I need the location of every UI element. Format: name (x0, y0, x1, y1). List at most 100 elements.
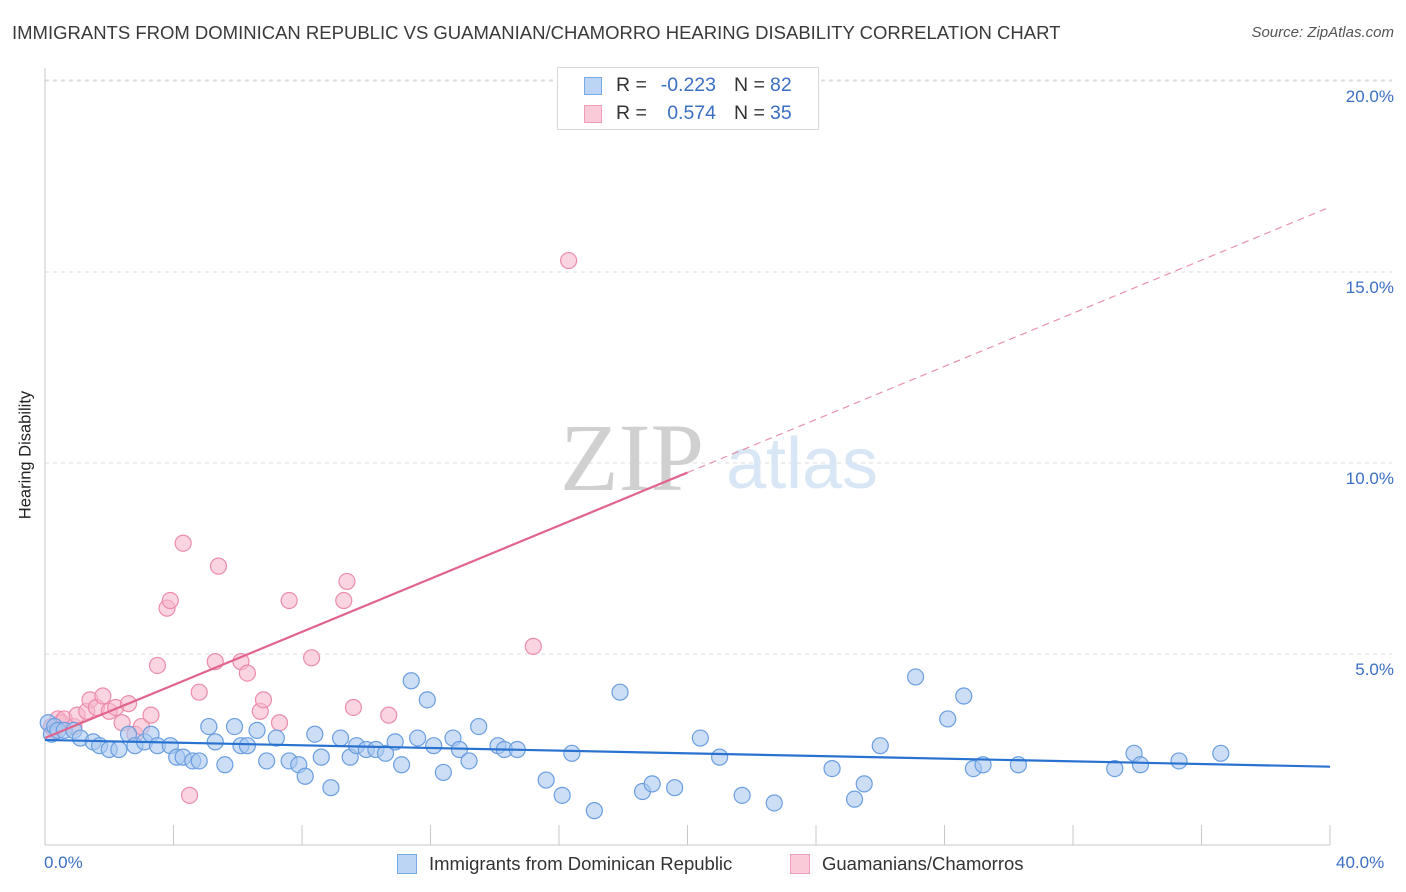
point-dominican (267, 729, 285, 747)
point-dominican (248, 721, 266, 740)
point-guamanian (180, 786, 199, 804)
point-dominican (845, 790, 864, 808)
point-dominican (331, 729, 350, 747)
x-tick-label-min: 0.0% (44, 853, 83, 872)
point-dominican (312, 748, 330, 766)
point-guamanian (238, 664, 256, 682)
point-dominican (258, 752, 276, 770)
legend-label: Guamanians/Chamorros (822, 853, 1024, 874)
point-dominican (216, 756, 234, 774)
y-tick-label-20: 20.0% (1345, 87, 1394, 106)
point-guamanian (209, 557, 228, 575)
point-dominican (206, 733, 224, 751)
point-guamanian (524, 637, 542, 655)
point-dominican (460, 752, 478, 770)
legend-r-value: 0.574 (667, 102, 716, 124)
point-dominican (238, 737, 256, 755)
legend-n-label: N = (734, 102, 765, 124)
legend-swatch-blue (584, 77, 602, 95)
legend-swatch-pink (584, 105, 602, 123)
gridlines (45, 79, 1392, 655)
point-dominican (470, 717, 488, 736)
point-guamanian (142, 706, 160, 724)
point-dominican (409, 729, 427, 747)
legend-n-value: 82 (770, 74, 792, 96)
point-dominican (386, 733, 404, 751)
watermark-zip: ZIP (560, 404, 704, 511)
point-dominican (322, 779, 340, 797)
point-dominican (392, 756, 411, 774)
point-dominican (974, 756, 992, 774)
point-guamanian (148, 656, 167, 675)
point-dominican (855, 775, 873, 793)
point-dominican (296, 767, 314, 785)
point-dominican (1106, 759, 1124, 778)
legend-swatch-pink (790, 854, 810, 874)
point-dominican (1212, 744, 1230, 762)
point-guamanian (344, 698, 362, 717)
y-tick-label-15: 15.0% (1345, 278, 1394, 297)
trend-lines (44, 206, 1331, 768)
x-tick-label-max: 40.0% (1336, 853, 1385, 872)
watermark-atlas: atlas (726, 424, 878, 504)
legend-label: Immigrants from Dominican Republic (429, 853, 733, 874)
series-guamanians-points (42, 251, 578, 804)
legend-row-guamanian: R = 0.574 N = 35 (558, 100, 818, 128)
point-dominican (823, 759, 841, 778)
trend-line-dominican (44, 738, 1331, 768)
point-dominican (765, 794, 783, 812)
point-dominican (225, 717, 244, 736)
point-dominican (376, 744, 395, 762)
point-dominican (666, 779, 684, 797)
point-guamanian (161, 591, 179, 610)
y-tick-label-5: 5.0% (1355, 660, 1394, 679)
point-guamanian (94, 687, 112, 705)
legend-n-value: 35 (770, 102, 792, 124)
point-dominican (200, 717, 218, 736)
point-guamanian (190, 683, 208, 701)
point-dominican (190, 752, 208, 770)
point-guamanian (560, 251, 578, 270)
trend-line-extension-guamanian (687, 206, 1331, 474)
point-dominican (402, 672, 420, 690)
point-dominican (425, 737, 443, 755)
legend-r-label: R = (616, 74, 647, 96)
point-guamanian (174, 534, 192, 552)
point-dominican (906, 668, 925, 686)
point-guamanian (270, 714, 289, 732)
point-dominican (563, 744, 581, 762)
point-guamanian (335, 591, 353, 610)
point-dominican (553, 786, 571, 804)
point-dominican (711, 748, 729, 766)
point-guamanian (303, 649, 321, 667)
point-dominican (955, 687, 973, 705)
y-tick-label-10: 10.0% (1345, 469, 1394, 488)
point-guamanian (254, 691, 273, 709)
y-axis-label: Hearing Disability (16, 390, 35, 520)
point-dominican (418, 691, 436, 709)
point-dominican (306, 725, 324, 743)
point-guamanian (380, 706, 398, 724)
point-dominican (585, 802, 603, 820)
watermark: ZIP atlas (560, 404, 878, 511)
point-dominican (733, 786, 751, 804)
legend-swatch-blue (397, 854, 417, 874)
point-dominican (110, 740, 128, 759)
point-guamanian (280, 591, 298, 610)
chart-title: IMMIGRANTS FROM DOMINICAN REPUBLIC VS GU… (12, 22, 1061, 43)
point-dominican (434, 763, 452, 782)
point-dominican (691, 729, 709, 747)
trend-line-guamanian (44, 471, 688, 740)
point-dominican (1131, 756, 1150, 774)
point-dominican (871, 737, 889, 755)
point-dominican (643, 775, 661, 793)
series-legend: Immigrants from Dominican Republic Guama… (0, 852, 1406, 878)
point-dominican (1170, 752, 1188, 770)
point-dominican (537, 771, 555, 789)
correlation-legend: R = -0.223 N = 82 R = 0.574 N = 35 (557, 67, 819, 130)
legend-r-label: R = (616, 102, 647, 124)
point-dominican (939, 710, 957, 728)
legend-r-value: -0.223 (660, 74, 716, 96)
point-dominican (611, 683, 629, 701)
